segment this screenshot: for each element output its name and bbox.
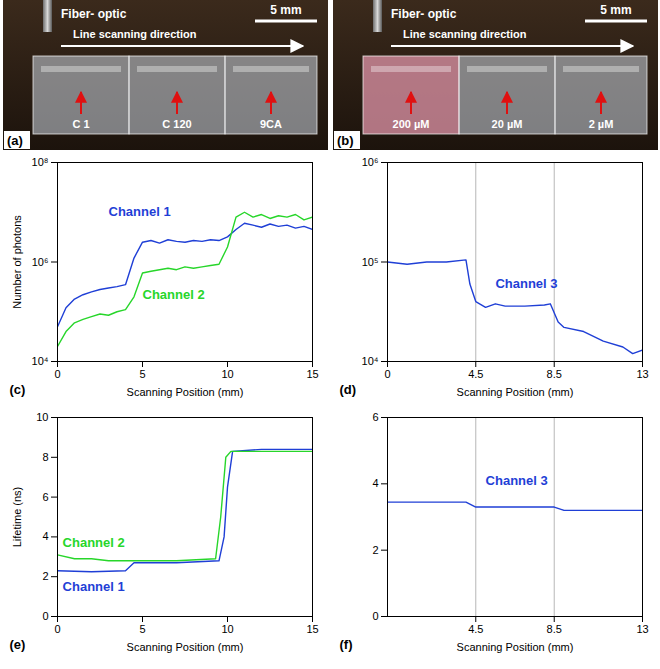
svg-text:20 µM: 20 µM [491,118,522,130]
svg-text:200 µM: 200 µM [392,118,429,130]
svg-text:9CA: 9CA [259,118,281,130]
svg-text:Channel 2: Channel 2 [143,287,205,302]
svg-text:5: 5 [139,623,145,635]
svg-text:(d): (d) [340,382,357,397]
svg-text:4: 4 [372,477,378,489]
svg-text:0: 0 [372,610,378,622]
svg-text:8.5: 8.5 [547,368,562,380]
svg-text:4.5: 4.5 [468,368,483,380]
svg-text:5 mm: 5 mm [270,3,301,17]
svg-text:0: 0 [54,368,60,380]
svg-text:Channel 1: Channel 1 [63,579,125,594]
svg-text:C 1: C 1 [72,118,89,130]
svg-text:13: 13 [636,623,648,635]
svg-text:15: 15 [306,368,318,380]
svg-text:(b): (b) [337,133,354,148]
svg-text:10⁸: 10⁸ [32,156,49,168]
svg-text:10⁵: 10⁵ [362,256,379,268]
svg-text:Scanning Position (mm): Scanning Position (mm) [457,386,574,398]
svg-text:Line scanning direction: Line scanning direction [73,28,197,40]
svg-text:2: 2 [42,570,48,582]
svg-text:10: 10 [221,623,233,635]
svg-text:4.5: 4.5 [468,623,483,635]
svg-text:13: 13 [636,368,648,380]
svg-text:Channel 3: Channel 3 [495,276,557,291]
svg-text:(c): (c) [10,382,26,397]
svg-text:10⁶: 10⁶ [362,156,379,168]
svg-text:8.5: 8.5 [547,623,562,635]
svg-text:Number of photons: Number of photons [11,215,23,309]
svg-text:10⁴: 10⁴ [362,355,379,367]
svg-text:Channel 3: Channel 3 [486,473,548,488]
svg-text:15: 15 [306,623,318,635]
svg-text:5: 5 [139,368,145,380]
svg-text:C 120: C 120 [162,118,191,130]
svg-text:10⁴: 10⁴ [32,355,49,367]
svg-text:2: 2 [372,544,378,556]
svg-text:6: 6 [372,411,378,423]
svg-text:Line scanning direction: Line scanning direction [403,28,527,40]
svg-text:10: 10 [221,368,233,380]
svg-text:Fiber- optic: Fiber- optic [61,7,127,21]
svg-text:Channel 1: Channel 1 [109,204,171,219]
svg-text:10: 10 [36,411,48,423]
svg-text:0: 0 [54,623,60,635]
svg-text:Scanning Position (mm): Scanning Position (mm) [457,641,574,653]
svg-text:Fiber- optic: Fiber- optic [391,7,457,21]
svg-text:Channel 2: Channel 2 [63,535,125,550]
svg-text:5 mm: 5 mm [600,3,631,17]
svg-text:Lifetime (ns): Lifetime (ns) [11,487,23,548]
svg-text:0: 0 [42,610,48,622]
svg-text:(f): (f) [340,637,353,652]
svg-text:(a): (a) [7,133,23,148]
svg-text:2 µM: 2 µM [588,118,613,130]
svg-text:10⁶: 10⁶ [32,256,49,268]
svg-text:0: 0 [384,368,390,380]
svg-text:Scanning Position (mm): Scanning Position (mm) [127,386,244,398]
svg-text:(e): (e) [10,637,26,652]
svg-text:Scanning Position (mm): Scanning Position (mm) [127,641,244,653]
svg-text:6: 6 [42,491,48,503]
svg-text:8: 8 [42,451,48,463]
svg-text:4: 4 [42,530,48,542]
